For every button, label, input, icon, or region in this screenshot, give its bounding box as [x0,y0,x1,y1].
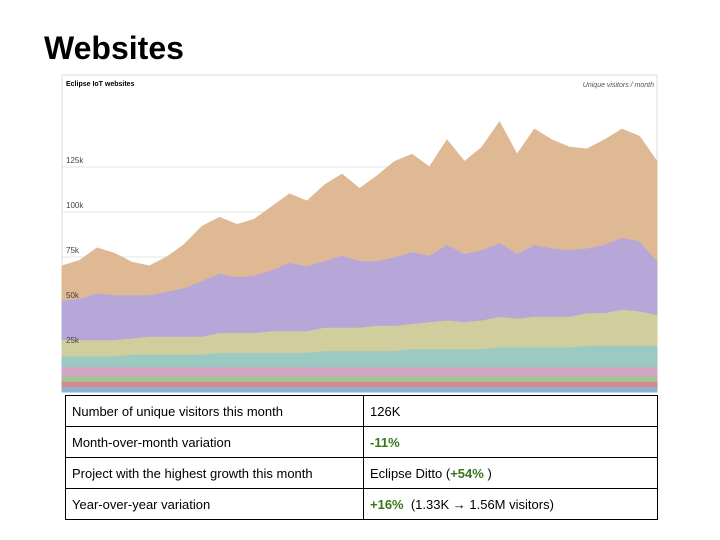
area-band [61,121,658,301]
cell-text: (1.33K → 1.56M visitors) [403,496,554,512]
y-tick-label: 125k [66,156,84,165]
cell-text: ) [483,465,492,481]
table-row: Number of unique visitors this month 126K [65,395,658,427]
y-tick-label: 75k [66,246,80,255]
table-row: Month-over-month variation -11% [65,426,658,458]
cell-text: -11% [370,434,400,450]
table-cell: Month-over-month variation [65,426,364,458]
table-cell: Project with the highest growth this mon… [65,457,364,489]
chart-subtitle: Unique visitors / month [583,82,654,89]
area-band [61,375,658,382]
cell-text: Year-over-year variation [72,496,211,512]
table-cell: Eclipse Ditto (+54% ) [363,457,658,489]
slide-title: Websites [44,30,184,66]
cell-text: Month-over-month variation [72,434,231,450]
cell-text: Project with the highest growth this mon… [72,465,313,481]
chart: Eclipse IoT websites Unique visitors / m… [61,74,658,393]
area-band [61,366,658,377]
y-tick-label: 100k [66,201,84,210]
cell-text: +54% [450,465,484,481]
stats-table: Number of unique visitors this month 126K… [65,395,658,520]
table-cell: 126K [363,395,658,427]
cell-text: +16% [370,496,404,512]
table-cell: -11% [363,426,658,458]
table-row: Project with the highest growth this mon… [65,457,658,489]
area-band [61,386,658,393]
cell-text: Number of unique visitors this month [72,403,283,419]
y-tick-label: 50k [66,291,80,300]
area-band [61,380,658,388]
y-tick-label: 25k [66,336,80,345]
table-cell: +16% (1.33K → 1.56M visitors) [363,488,658,520]
chart-title: Eclipse IoT websites [66,81,135,88]
table-cell: Year-over-year variation [65,488,364,520]
cell-text: 126K [370,403,401,419]
table-cell: Number of unique visitors this month [65,395,364,427]
cell-text: Eclipse Ditto ( [370,465,451,481]
table-row: Year-over-year variation +16% (1.33K → 1.… [65,488,658,520]
